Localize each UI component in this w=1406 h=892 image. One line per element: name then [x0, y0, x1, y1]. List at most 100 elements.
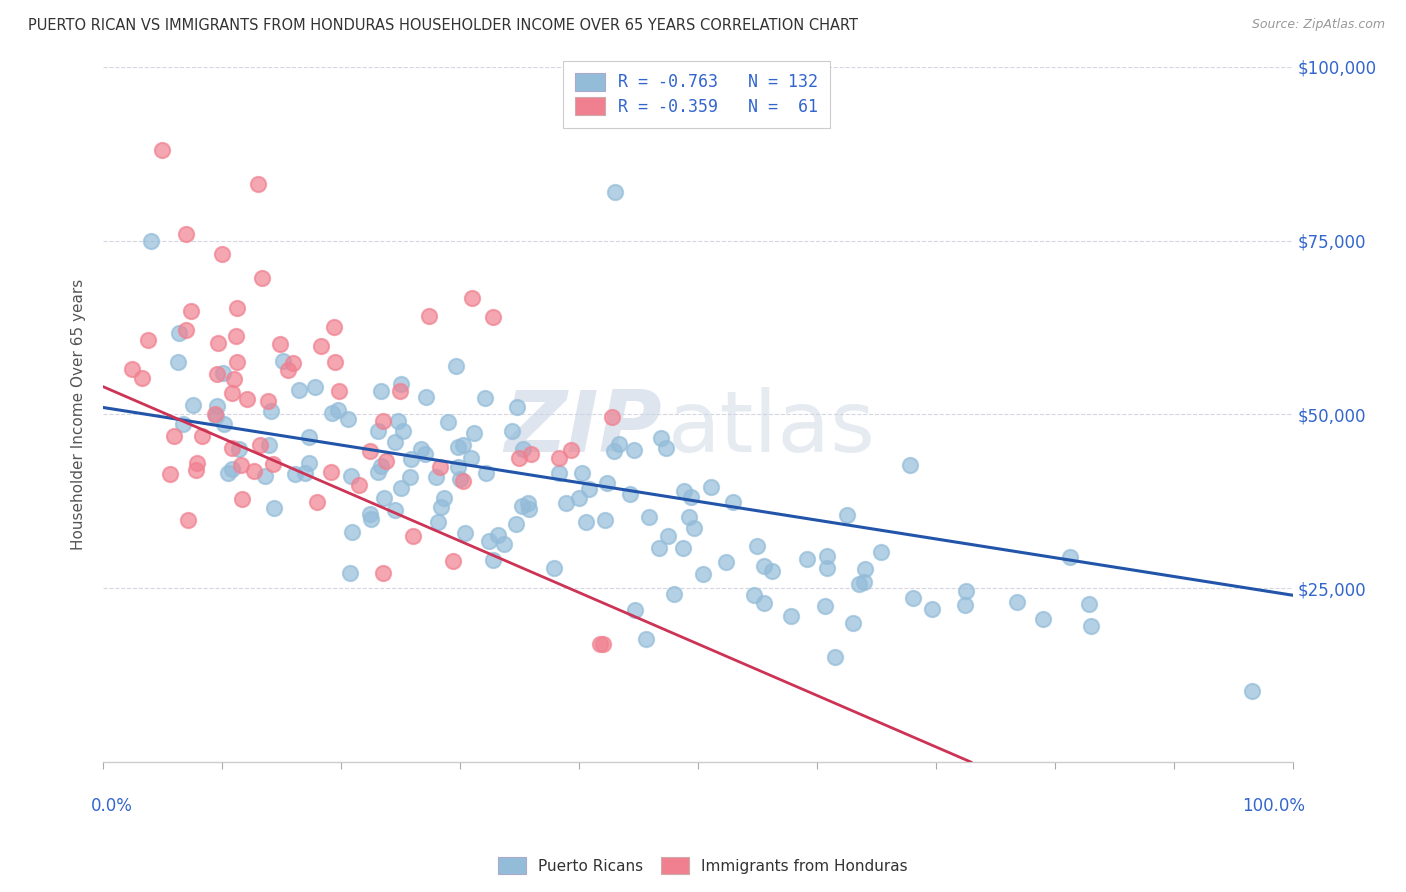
Point — [463, 426, 485, 441]
Point — [814, 599, 837, 614]
Point — [752, 558, 775, 573]
Point — [447, 460, 470, 475]
Point — [780, 609, 803, 624]
Point — [623, 442, 645, 457]
Point — [131, 371, 153, 385]
Point — [673, 484, 696, 499]
Point — [174, 323, 197, 337]
Point — [180, 304, 202, 318]
Point — [1059, 549, 1081, 564]
Point — [349, 478, 371, 492]
Point — [664, 586, 686, 600]
Point — [437, 415, 460, 429]
Point — [181, 398, 204, 412]
Point — [159, 467, 181, 482]
Point — [441, 554, 464, 568]
Point — [510, 500, 533, 514]
Point — [796, 552, 818, 566]
Y-axis label: Householder Income Over 65 years: Householder Income Over 65 years — [72, 279, 86, 550]
Point — [700, 480, 723, 494]
Point — [384, 503, 406, 517]
Point — [384, 434, 406, 449]
Point — [508, 450, 530, 465]
Point — [305, 495, 328, 509]
Point — [387, 414, 409, 428]
Point — [638, 509, 661, 524]
Point — [277, 362, 299, 376]
Point — [252, 270, 274, 285]
Point — [260, 404, 283, 418]
Point — [747, 539, 769, 553]
Point — [692, 567, 714, 582]
Point — [287, 384, 309, 398]
Point — [429, 500, 451, 515]
Point — [555, 495, 578, 509]
Point — [235, 392, 257, 406]
Point — [389, 377, 412, 392]
Point — [228, 442, 250, 456]
Point — [603, 185, 626, 199]
Point — [548, 466, 571, 480]
Point — [191, 429, 214, 443]
Point — [461, 291, 484, 305]
Point — [121, 362, 143, 376]
Point — [505, 400, 527, 414]
Point — [225, 301, 247, 315]
Point — [425, 470, 447, 484]
Point — [257, 394, 280, 409]
Point — [723, 495, 745, 509]
Point — [548, 450, 571, 465]
Point — [619, 487, 641, 501]
Point — [304, 380, 326, 394]
Point — [399, 451, 422, 466]
Point — [415, 390, 437, 404]
Point — [257, 438, 280, 452]
Point — [184, 463, 207, 477]
Point — [211, 247, 233, 261]
Point — [389, 384, 412, 399]
Point — [360, 512, 382, 526]
Point — [449, 472, 471, 486]
Point — [418, 309, 440, 323]
Point — [166, 355, 188, 369]
Point — [321, 465, 343, 479]
Point — [481, 553, 503, 567]
Point — [650, 432, 672, 446]
Point — [600, 409, 623, 424]
Point — [373, 491, 395, 505]
Legend: R = -0.763   N = 132, R = -0.359   N =  61: R = -0.763 N = 132, R = -0.359 N = 61 — [564, 61, 830, 128]
Point — [413, 446, 436, 460]
Point — [328, 384, 350, 399]
Point — [211, 366, 233, 380]
Point — [339, 469, 361, 483]
Text: ZIP: ZIP — [505, 387, 662, 470]
Point — [672, 541, 695, 555]
Point — [433, 491, 456, 505]
Point — [921, 602, 943, 616]
Point — [571, 467, 593, 481]
Point — [505, 517, 527, 532]
Point — [391, 425, 413, 439]
Text: 100.0%: 100.0% — [1241, 797, 1305, 815]
Point — [174, 227, 197, 241]
Point — [623, 603, 645, 617]
Point — [402, 529, 425, 543]
Point — [568, 491, 591, 506]
Point — [678, 510, 700, 524]
Point — [370, 384, 392, 398]
Point — [205, 409, 228, 423]
Point — [322, 319, 344, 334]
Point — [370, 458, 392, 473]
Point — [207, 336, 229, 351]
Legend: Puerto Ricans, Immigrants from Honduras: Puerto Ricans, Immigrants from Honduras — [492, 851, 914, 880]
Text: 0.0%: 0.0% — [91, 797, 134, 815]
Point — [217, 466, 239, 480]
Point — [460, 451, 482, 466]
Point — [742, 588, 765, 602]
Point — [169, 326, 191, 340]
Point — [478, 534, 501, 549]
Point — [207, 399, 229, 413]
Point — [517, 501, 540, 516]
Point — [474, 391, 496, 405]
Point — [298, 430, 321, 444]
